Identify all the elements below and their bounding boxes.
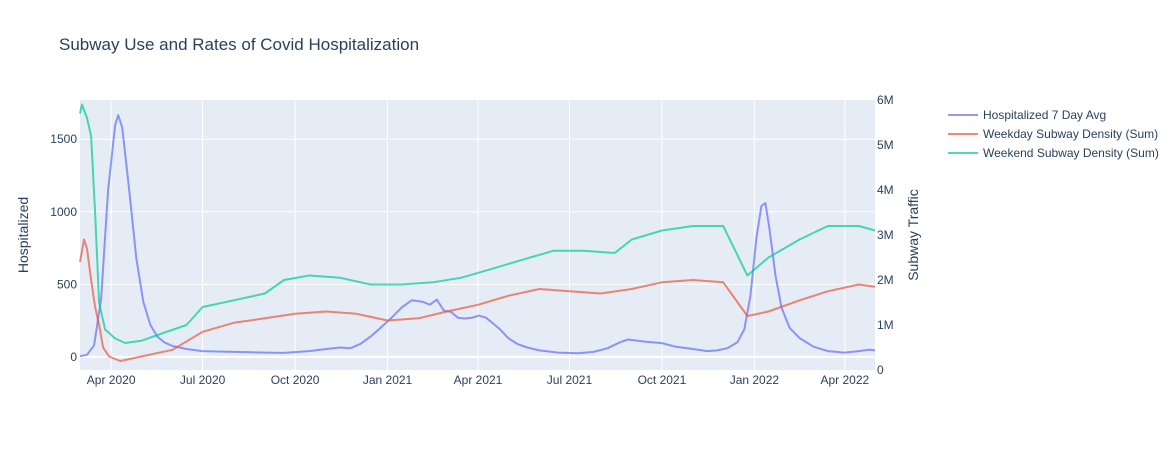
y-tick-label: 0	[70, 350, 77, 364]
x-tick-label: Jul 2020	[180, 373, 226, 387]
y2-tick-labels: 0 1M 2M 3M 4M 5M 6M	[877, 93, 894, 377]
x-tick-labels: Apr 2020 Jul 2020 Oct 2020 Jan 2021 Apr 2021…	[87, 373, 870, 387]
legend-label[interactable]: Weekday Subway Density (Sum)	[983, 127, 1158, 141]
legend: Hospitalized 7 Day Avg Weekday Subway Den…	[948, 108, 1159, 160]
x-gridlines	[110, 100, 846, 370]
series-line-0	[79, 114, 876, 358]
chart-title: Subway Use and Rates of Covid Hospitaliz…	[59, 35, 419, 54]
y2-tick-label: 1M	[877, 318, 894, 332]
x-tick-label: Apr 2021	[454, 373, 503, 387]
plot-background	[80, 100, 875, 370]
series-line-1	[79, 238, 876, 362]
y-tick-label: 1000	[50, 205, 77, 219]
x-tick-label: Apr 2022	[820, 373, 869, 387]
y2-axis-title: Subway Traffic	[905, 189, 921, 281]
y2-tick-label: 0	[877, 363, 884, 377]
y-axis-title: Hospitalized	[15, 197, 31, 273]
y2-tick-label: 3M	[877, 228, 894, 242]
x-tick-label: Apr 2020	[87, 373, 136, 387]
series-lines	[79, 103, 876, 362]
x-tick-label: Jan 2022	[730, 373, 780, 387]
y2-tick-label: 4M	[877, 183, 894, 197]
x-tick-label: Oct 2021	[638, 373, 687, 387]
y2-tick-label: 5M	[877, 138, 894, 152]
y2-tick-label: 2M	[877, 273, 894, 287]
legend-label[interactable]: Hospitalized 7 Day Avg	[983, 108, 1106, 122]
y2-tick-label: 6M	[877, 93, 894, 107]
y-gridlines	[80, 138, 875, 358]
legend-label[interactable]: Weekend Subway Density (Sum)	[983, 146, 1159, 160]
y-tick-label: 1500	[50, 132, 77, 146]
x-tick-label: Jan 2021	[363, 373, 413, 387]
series-line-2	[79, 103, 876, 344]
y-tick-labels: 0 500 1000 1500	[50, 132, 77, 364]
x-tick-label: Jul 2021	[547, 373, 593, 387]
x-tick-label: Oct 2020	[271, 373, 320, 387]
y-tick-label: 500	[57, 277, 77, 291]
